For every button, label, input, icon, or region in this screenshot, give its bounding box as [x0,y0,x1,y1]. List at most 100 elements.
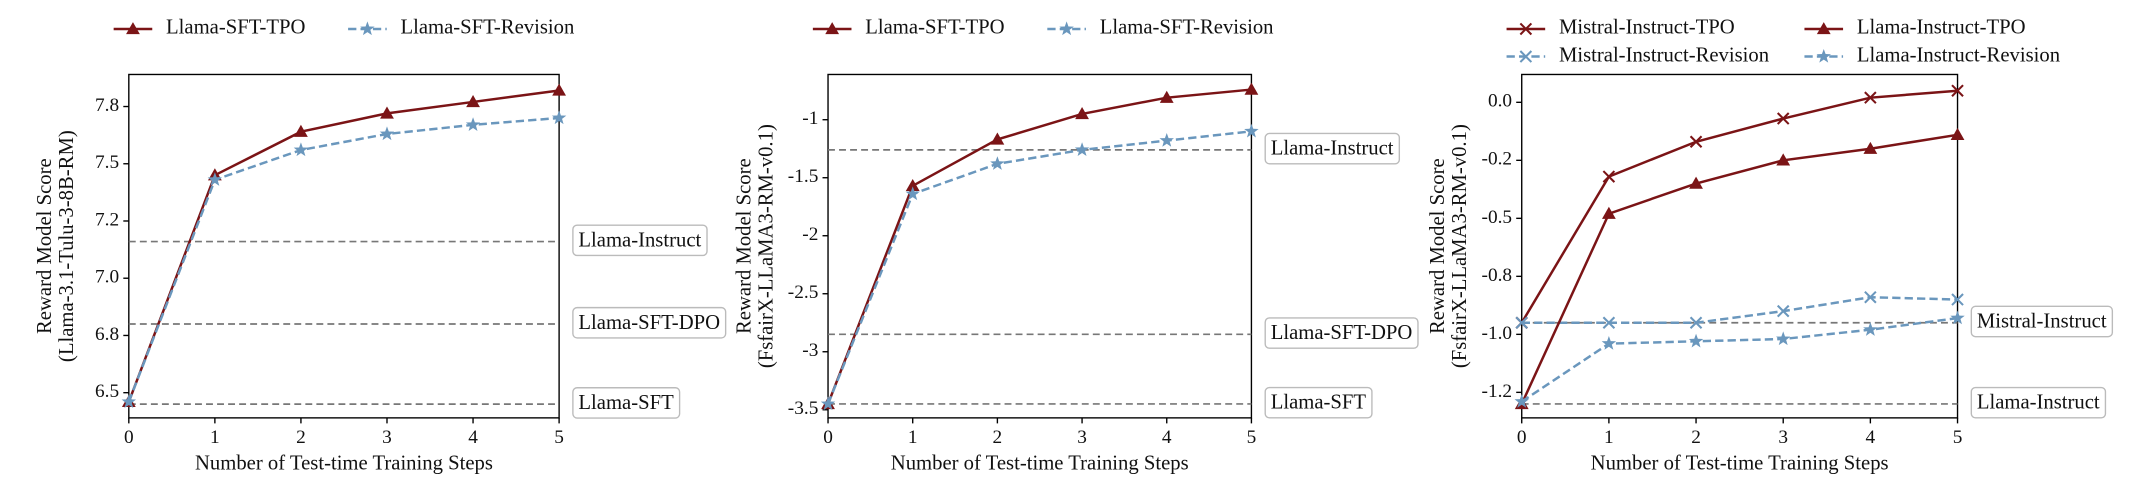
series-line [1520,89,1958,324]
y-axis-label-line: Reward Model Score [733,158,755,334]
reference-label: Llama-SFT [1271,392,1367,414]
legend-label: Llama-Instruct-Revision [1857,44,2061,66]
reference-label-box [572,387,681,419]
y-tick-label: 7.8 [95,95,119,116]
x-tick-label: 3 [1778,427,1788,448]
y-axis-label: Reward Model Score(FsfairX-LLaMA3-RM-v0.… [1427,124,1471,368]
marker [1514,394,1529,408]
reference-label-box [1264,317,1419,349]
marker [294,124,308,137]
legend-label: Mistral-Instruct-TPO [1559,17,1735,39]
marker [126,22,140,35]
marker [1863,141,1878,154]
y-axis-label-line: (FsfairX-LLaMA3-RM-v0.1) [1449,124,1471,368]
marker [1519,22,1533,36]
y-tick-label: -0.2 [1482,149,1513,170]
legend-label: Llama-SFT-Revision [401,17,575,39]
y-axis-label: Reward Model Score(FsfairX-LLaMA3-RM-v0.… [733,124,777,368]
marker [1601,336,1617,350]
marker [990,132,1005,145]
marker [905,178,920,192]
reference-label-box [1970,386,2107,419]
marker [1602,170,1616,183]
marker [1864,290,1877,304]
reference-label: Mistral-Instruct [1977,310,2107,332]
x-tick-label: 0 [1517,427,1527,448]
reference-label-box [1264,132,1401,165]
series-line [1520,133,1958,405]
marker [465,117,481,131]
reference-label: Llama-SFT [578,392,674,414]
marker [1776,153,1791,166]
y-tick-label: -3 [802,340,818,361]
reference-label-box [572,224,708,257]
legend-label: Llama-SFT-Revision [1100,17,1274,39]
marker [820,396,836,411]
x-axis-label: Number of Test-time Training Steps [195,453,493,475]
marker [1075,107,1089,120]
y-tick-label: 6.8 [95,324,119,345]
y-tick-label: -2.5 [788,282,819,303]
marker [1816,48,1831,63]
x-tick-label: 5 [554,427,564,448]
y-tick-label: -3.5 [788,398,819,419]
marker [825,22,840,35]
y-tick-label: 0.0 [1488,91,1512,112]
marker [1244,82,1259,95]
y-axis-label-line: Reward Model Score [1427,158,1449,334]
marker [379,126,395,141]
reference-label: Llama-Instruct [578,229,701,251]
y-tick-label: -0.8 [1482,265,1513,286]
marker [1864,91,1877,104]
marker [207,172,223,186]
series-line [1521,295,1958,324]
marker [1951,84,1964,97]
marker [1689,316,1703,329]
marker [1519,50,1533,63]
marker [1775,331,1791,346]
series-line [127,116,560,403]
x-tick-label: 5 [1247,427,1257,448]
reference-label: Llama-Instruct [1271,138,1394,160]
marker [1159,133,1174,147]
axes-frame [128,73,560,419]
marker [1689,135,1703,149]
y-axis-label: Reward Model Score(Llama-3.1-Tulu-3-8B-R… [34,130,78,362]
y-tick-label: 7.2 [95,209,119,230]
marker [360,21,375,36]
marker [121,394,137,408]
marker [380,106,394,119]
y-tick-label: -2 [802,224,818,245]
y-axis-label-line: Reward Model Score [34,158,56,334]
x-tick-label: 3 [1077,427,1087,448]
marker [1863,322,1878,336]
series-line [826,88,1252,405]
x-tick-label: 0 [823,427,833,448]
y-tick-label: -1.0 [1482,323,1513,344]
marker [466,95,480,108]
x-tick-label: 2 [993,427,1003,448]
marker [1244,123,1259,138]
series-line [1521,316,1958,403]
y-tick-label: -1.2 [1482,381,1513,402]
marker [990,156,1005,170]
subplot: 0 1 2 3 4 5 -3.5 -3 -2.5 -2 -1.5 -1 Number of Test-t… [733,17,1419,475]
x-tick-label: 4 [1162,427,1172,448]
y-tick-label: -0.5 [1482,207,1513,228]
marker [1515,316,1528,329]
marker [551,110,567,125]
marker [1776,112,1790,125]
legend-label: Llama-Instruct-TPO [1857,17,2026,39]
marker [1159,90,1174,103]
legend-label: Mistral-Instruct-Revision [1559,44,1770,66]
marker [1602,316,1616,329]
y-axis-label-line: (FsfairX-LLaMA3-RM-v0.1) [755,124,777,368]
marker [293,142,309,157]
marker [1950,310,1965,325]
reference-label: Llama-SFT-DPO [1271,322,1413,344]
marker [1951,293,1964,306]
marker [1688,333,1704,348]
x-tick-label: 5 [1953,427,1963,448]
y-tick-label: 7.5 [95,152,119,173]
marker [1776,304,1790,318]
